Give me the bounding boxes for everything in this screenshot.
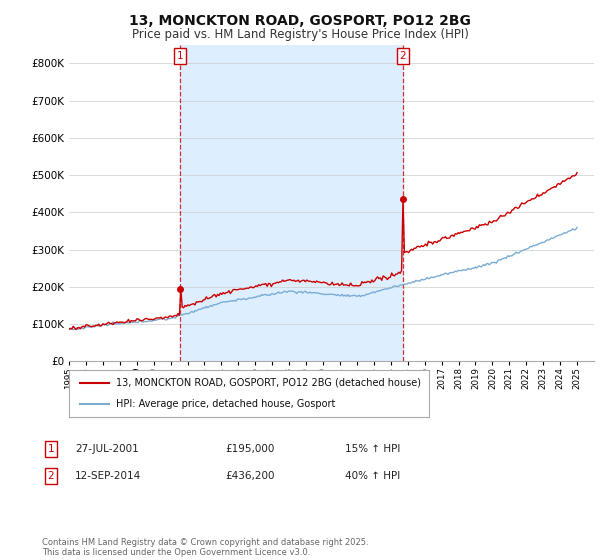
- Text: £436,200: £436,200: [225, 471, 275, 481]
- Text: 12-SEP-2014: 12-SEP-2014: [75, 471, 141, 481]
- Text: Contains HM Land Registry data © Crown copyright and database right 2025.
This d: Contains HM Land Registry data © Crown c…: [42, 538, 368, 557]
- Text: 1: 1: [177, 51, 184, 61]
- Text: 15% ↑ HPI: 15% ↑ HPI: [345, 444, 400, 454]
- Text: HPI: Average price, detached house, Gosport: HPI: Average price, detached house, Gosp…: [116, 399, 335, 409]
- Text: £195,000: £195,000: [225, 444, 274, 454]
- Text: Price paid vs. HM Land Registry's House Price Index (HPI): Price paid vs. HM Land Registry's House …: [131, 28, 469, 41]
- Text: 27-JUL-2001: 27-JUL-2001: [75, 444, 139, 454]
- Text: 13, MONCKTON ROAD, GOSPORT, PO12 2BG: 13, MONCKTON ROAD, GOSPORT, PO12 2BG: [129, 14, 471, 28]
- Text: 40% ↑ HPI: 40% ↑ HPI: [345, 471, 400, 481]
- Text: 2: 2: [47, 471, 55, 481]
- Text: 1: 1: [47, 444, 55, 454]
- Bar: [180, 45, 403, 361]
- Text: 2: 2: [400, 51, 406, 61]
- Text: 13, MONCKTON ROAD, GOSPORT, PO12 2BG (detached house): 13, MONCKTON ROAD, GOSPORT, PO12 2BG (de…: [116, 378, 421, 388]
